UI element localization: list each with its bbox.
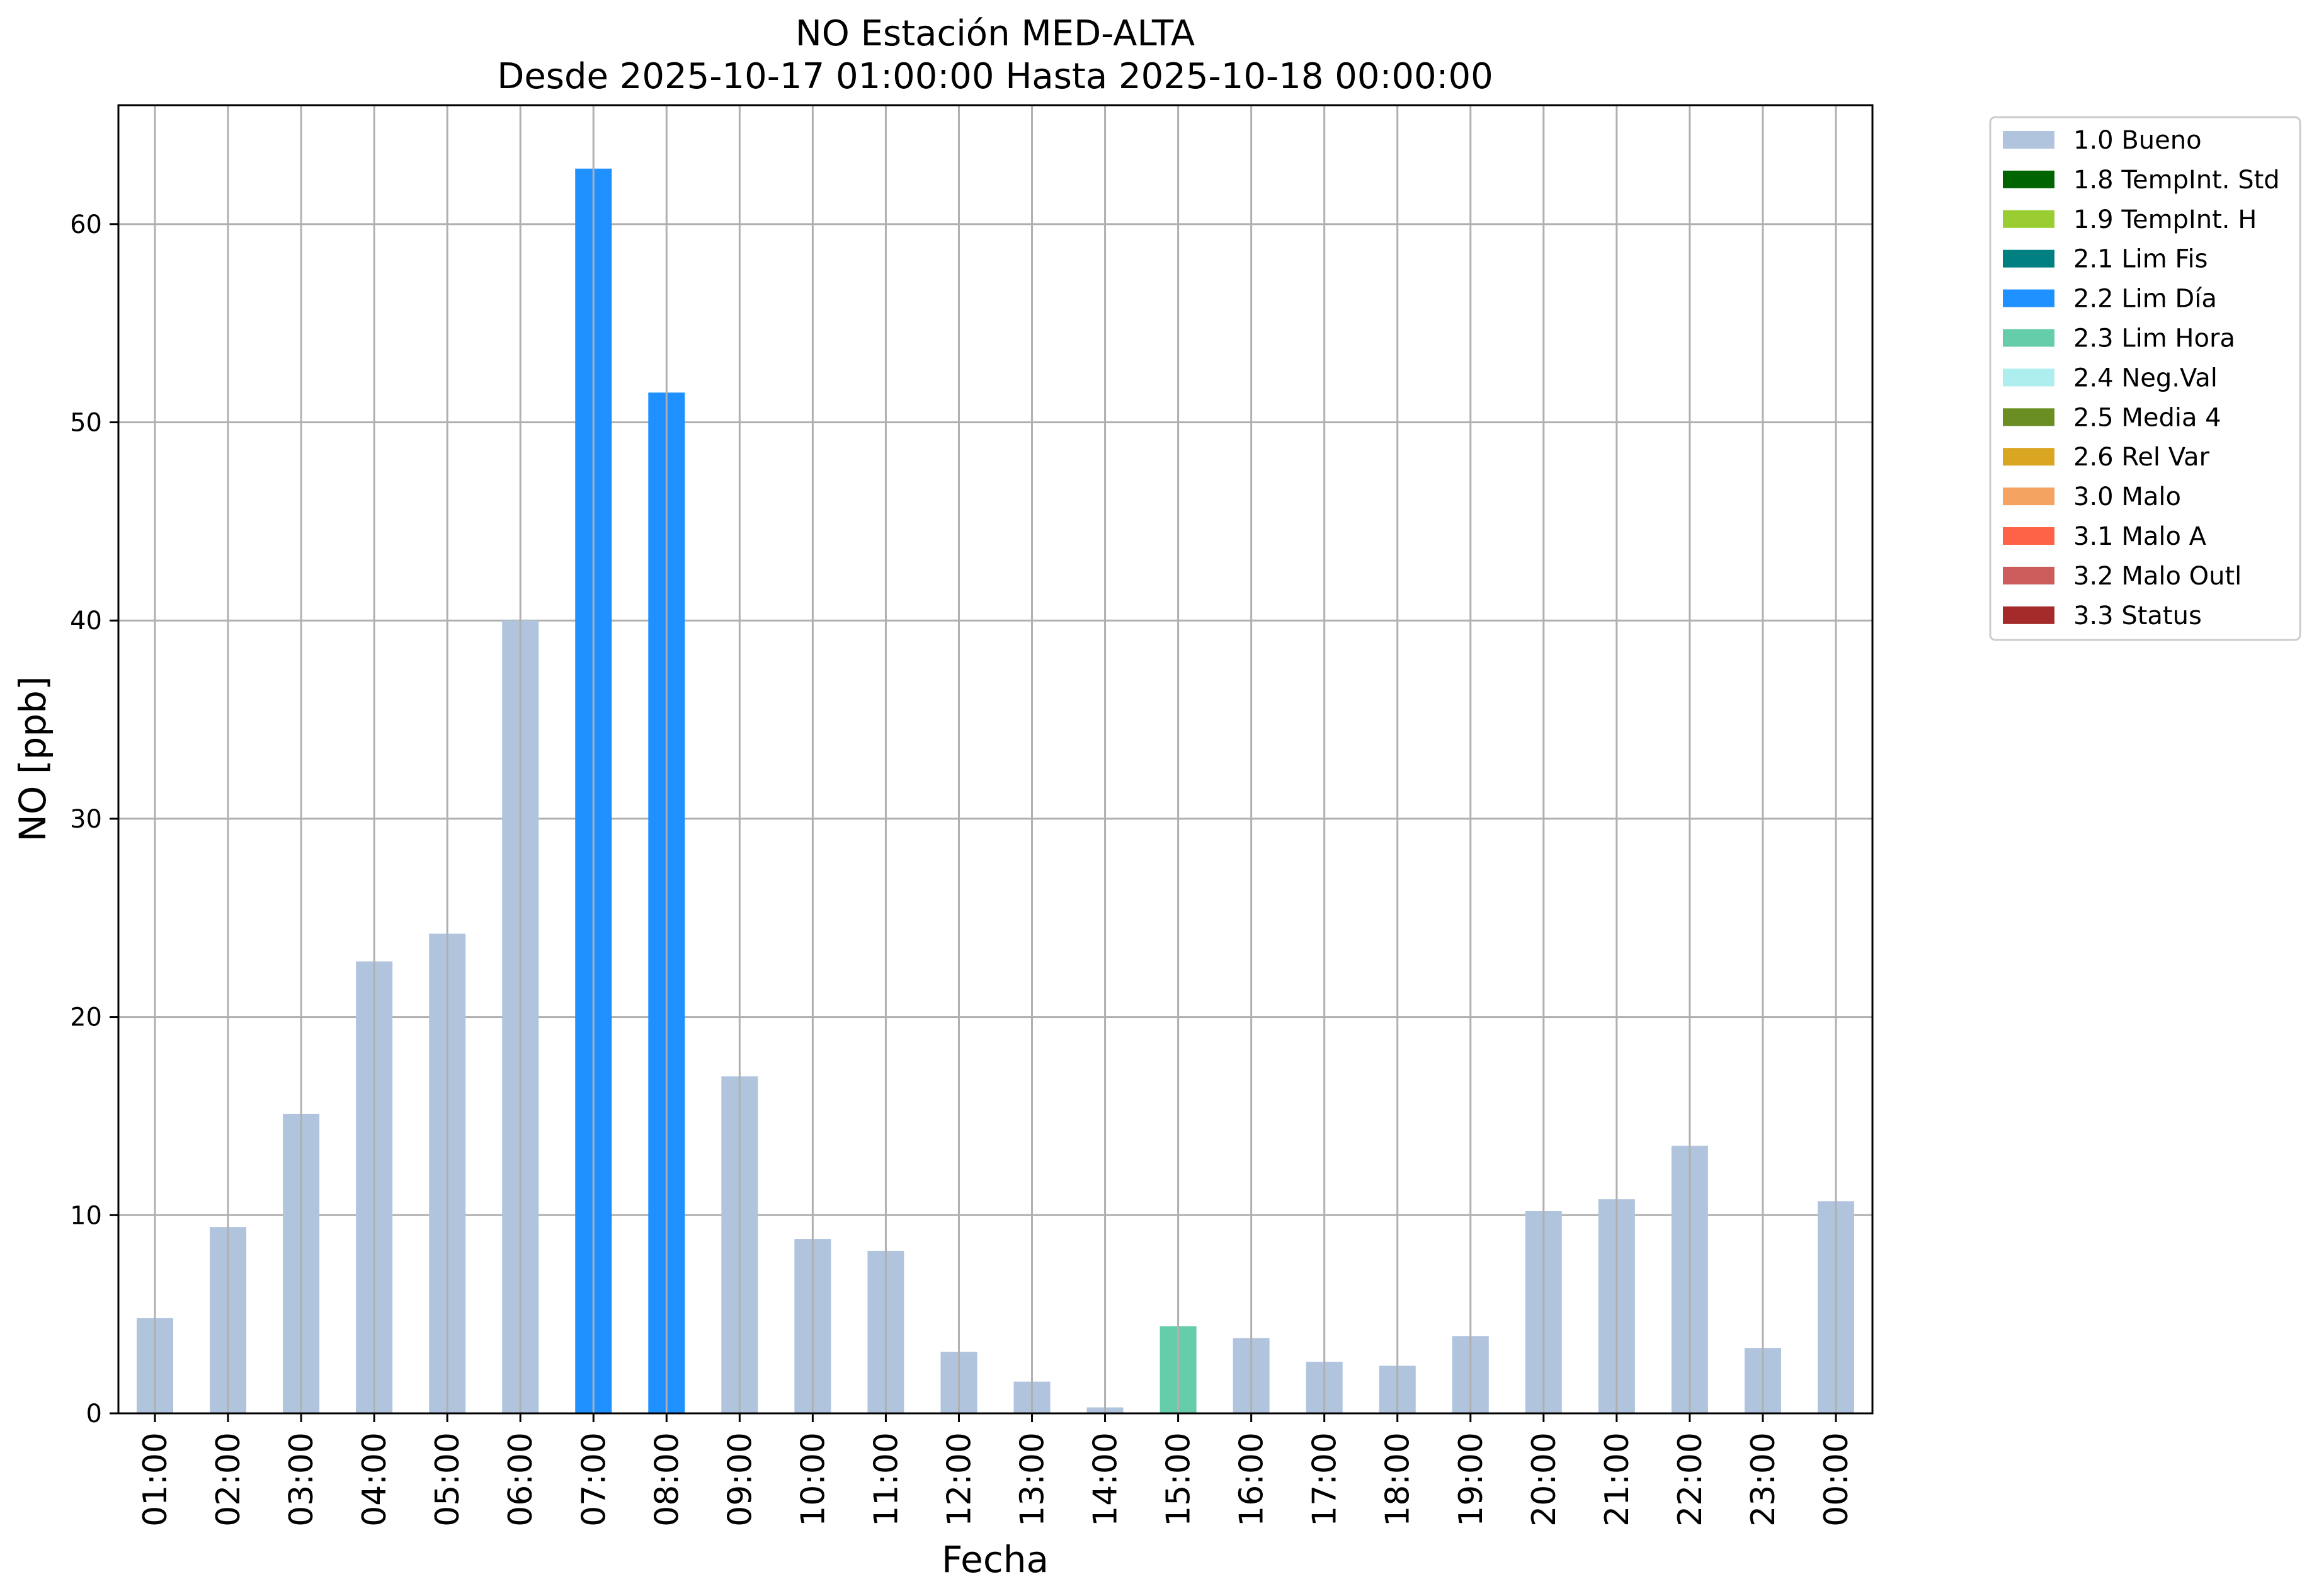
x-tick-label: 14:00: [1087, 1432, 1125, 1527]
x-tick-label: 15:00: [1160, 1432, 1198, 1527]
y-tick-label: 30: [70, 805, 102, 834]
x-tick-label: 16:00: [1233, 1432, 1271, 1527]
legend-label: 2.5 Media 4: [2073, 403, 2221, 432]
x-tick-label: 23:00: [1745, 1432, 1782, 1527]
x-tick-label: 06:00: [502, 1432, 540, 1527]
y-axis-label: NO [ppb]: [11, 676, 54, 841]
x-tick-label: 04:00: [356, 1432, 394, 1527]
x-tick-label: 03:00: [283, 1432, 321, 1527]
x-tick-label: 01:00: [137, 1432, 174, 1527]
legend-swatch: [2003, 448, 2054, 466]
plot-frame: [117, 104, 1874, 1415]
legend-frame: [1989, 116, 2301, 641]
x-tick-label: 08:00: [648, 1432, 686, 1527]
x-axis-ticks: 01:00 02:00 03:00 04:00 05:00 06:00 07:00 08:00…: [137, 1413, 1855, 1527]
y-tick-label: 40: [70, 607, 102, 636]
legend-label: 3.3 Status: [2073, 601, 2202, 630]
legend-swatch: [2003, 289, 2054, 307]
x-tick-label: 17:00: [1306, 1432, 1344, 1527]
x-tick-label: 19:00: [1452, 1432, 1490, 1527]
legend-label: 2.2 Lim Día: [2073, 285, 2217, 314]
legend-swatch: [2003, 527, 2054, 545]
y-tick-label: 20: [70, 1003, 102, 1032]
x-tick-label: 20:00: [1525, 1432, 1563, 1527]
legend-swatch: [2003, 249, 2054, 268]
x-axis-label: Fecha: [942, 1538, 1049, 1581]
legend-label: 3.0 Malo: [2073, 482, 2181, 511]
y-axis-ticks: 0 10 20 30 40 50 60: [70, 210, 118, 1428]
legend-swatch: [2003, 566, 2054, 584]
x-tick-label: 18:00: [1379, 1432, 1417, 1527]
x-tick-label: 07:00: [575, 1432, 613, 1527]
bars: [137, 168, 1854, 1414]
legend-label: 2.1 Lim Fis: [2073, 245, 2208, 274]
legend-label: 1.0 Bueno: [2073, 126, 2202, 155]
legend-swatch: [2003, 170, 2054, 188]
legend-label: 3.1 Malo A: [2073, 522, 2207, 551]
legend-label: 2.6 Rel Var: [2073, 443, 2210, 472]
legend-swatch: [2003, 606, 2054, 624]
x-tick-label: 10:00: [794, 1432, 832, 1527]
legend-swatch: [2003, 329, 2054, 347]
x-tick-label: 09:00: [721, 1432, 759, 1527]
legend-label: 1.9 TempInt. H: [2073, 205, 2257, 234]
chart-subtitle: Desde 2025-10-17 01:00:00 Hasta 2025-10-…: [497, 56, 1493, 97]
y-tick-label: 0: [86, 1399, 102, 1428]
x-tick-label: 11:00: [867, 1432, 905, 1527]
legend-swatch: [2003, 408, 2054, 426]
x-tick-label: 00:00: [1818, 1432, 1855, 1527]
x-tick-label: 02:00: [210, 1432, 248, 1527]
legend-label: 2.4 Neg.Val: [2073, 363, 2218, 392]
legend-label: 1.8 TempInt. Std: [2073, 166, 2280, 195]
legend-label: 3.2 Malo Outl: [2073, 562, 2242, 591]
y-tick-label: 10: [70, 1201, 102, 1230]
legend-swatch: [2003, 487, 2054, 506]
chart-title: NO Estación MED-ALTA: [795, 13, 1195, 54]
x-tick-label: 22:00: [1672, 1432, 1709, 1527]
legend-swatch: [2003, 210, 2054, 228]
x-tick-label: 12:00: [940, 1432, 978, 1527]
y-tick-label: 60: [70, 210, 102, 239]
y-tick-label: 50: [70, 409, 102, 438]
legend-swatch: [2003, 131, 2054, 149]
x-tick-label: 21:00: [1598, 1432, 1636, 1527]
legend: 1.0 Bueno 1.8 TempInt. Std 1.9 TempInt. H 2…: [1989, 116, 2301, 641]
x-tick-label: 13:00: [1014, 1432, 1052, 1527]
legend-swatch: [2003, 368, 2054, 387]
x-tick-label: 05:00: [429, 1432, 467, 1527]
grid-lines: [118, 223, 1872, 1216]
legend-label: 2.3 Lim Hora: [2073, 324, 2235, 353]
